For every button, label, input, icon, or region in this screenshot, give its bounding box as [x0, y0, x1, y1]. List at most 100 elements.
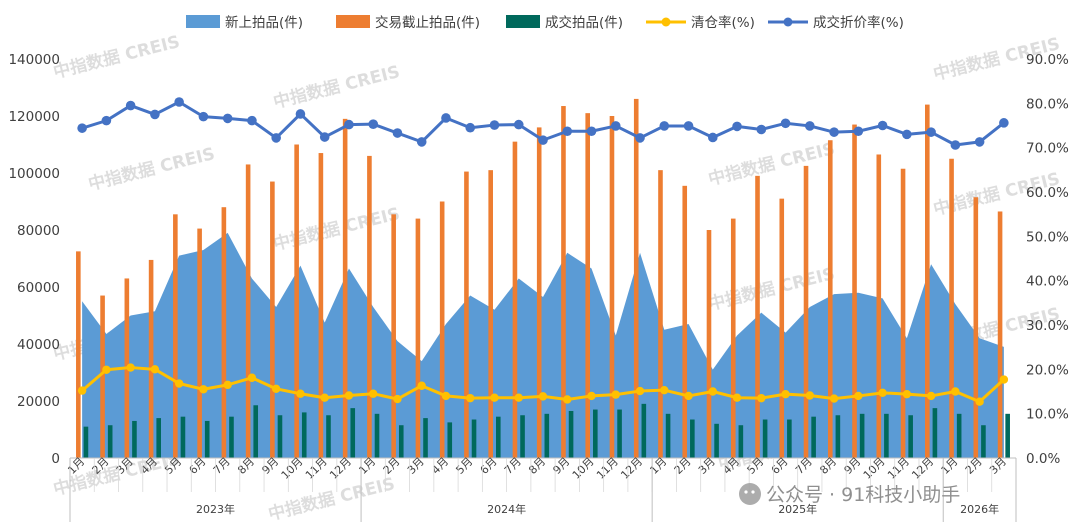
bar-trade-deadline: [148, 259, 154, 458]
bar-trade-deadline: [367, 155, 372, 458]
y-right-tick-label: 90.0%: [1026, 52, 1069, 68]
bar-deals: [617, 409, 622, 458]
bar-deals: [738, 425, 744, 458]
point-discount-rate: [756, 124, 767, 135]
bar-trade-deadline: [706, 230, 712, 458]
area-new-listings: [82, 232, 1004, 458]
point-discount-rate: [805, 121, 815, 131]
bar-trade-deadline: [779, 198, 785, 458]
bar-deals: [180, 416, 186, 458]
y-right-tick-label: 80.0%: [1026, 96, 1069, 112]
point-discount-rate: [368, 119, 379, 129]
bar-deals: [107, 425, 113, 458]
point-clearance-rate: [781, 389, 790, 399]
bar-trade-deadline: [755, 175, 760, 458]
bar-trade-deadline: [391, 214, 396, 458]
y-left-tick-label: 100000: [8, 166, 60, 182]
point-clearance-rate: [878, 388, 887, 398]
point-discount-rate: [853, 126, 864, 137]
bar-trade-deadline: [730, 218, 736, 458]
point-discount-rate: [465, 122, 476, 133]
bar-deals: [908, 415, 913, 458]
axes-layer: 0 20000 40000 60000 80000 100000 120000 140000 0…: [8, 52, 1069, 522]
bar-trade-deadline: [464, 171, 469, 458]
point-clearance-rate: [199, 385, 208, 394]
point-clearance-rate: [296, 389, 305, 398]
point-discount-rate: [586, 126, 597, 137]
legend-deals-label: 成交拍品(件): [545, 14, 623, 31]
bar-trade-deadline: [827, 140, 833, 459]
y-left-tick-label: 40000: [17, 337, 60, 353]
point-clearance-rate: [975, 397, 984, 406]
point-discount-rate: [780, 118, 791, 129]
y-right-tick-label: 30.0%: [1026, 318, 1069, 334]
point-discount-rate: [926, 127, 936, 137]
point-clearance-rate: [466, 393, 475, 403]
point-discount-rate: [707, 132, 718, 143]
y-left-tick-label: 20000: [17, 394, 60, 410]
bar-trade-deadline: [609, 116, 615, 458]
bar-deals: [350, 408, 356, 459]
point-discount-rate: [344, 119, 354, 130]
bar-deals: [690, 419, 695, 458]
bar-deals: [83, 426, 89, 458]
point-discount-rate: [635, 133, 645, 143]
bar-trade-deadline: [512, 141, 518, 458]
bar-deals: [253, 405, 259, 458]
bar-trade-deadline: [439, 201, 445, 458]
point-clearance-rate: [223, 380, 232, 390]
bar-trade-deadline: [997, 211, 1003, 458]
point-clearance-rate: [684, 391, 693, 401]
bar-deals: [884, 413, 889, 458]
point-discount-rate: [610, 121, 621, 131]
bar-trade-deadline: [245, 164, 251, 458]
point-clearance-rate: [587, 391, 596, 401]
point-discount-rate: [538, 135, 548, 145]
year-label: 2023年: [196, 502, 235, 516]
bar-trade-deadline: [876, 154, 882, 459]
point-clearance-rate: [271, 384, 281, 394]
legend-new-listings-swatch: [186, 15, 220, 28]
point-clearance-rate: [441, 391, 451, 401]
y-left-tick-label: 140000: [8, 52, 60, 68]
bar-trade-deadline: [973, 197, 979, 459]
legend-trade-deadline-swatch: [336, 15, 370, 28]
year-label: 2024年: [487, 502, 526, 516]
bar-deals: [714, 423, 719, 458]
bar-deals: [229, 416, 234, 458]
year-label: 2025年: [778, 502, 817, 516]
bar-trade-deadline: [318, 153, 324, 459]
bar-trade-deadline: [585, 113, 591, 459]
bar-trade-deadline: [803, 165, 809, 459]
bar-deals: [423, 418, 428, 458]
bar-deals: [132, 420, 137, 458]
footer-layer: 公众号 · 91科技小助手: [739, 483, 960, 506]
bars-layer: [76, 98, 1010, 459]
lines-layer: [77, 97, 1009, 406]
point-clearance-rate: [635, 386, 645, 396]
point-discount-rate: [829, 127, 839, 137]
bar-deals: [374, 413, 380, 458]
bar-deals: [859, 413, 865, 458]
point-clearance-rate: [490, 393, 499, 402]
wechat-icon: [739, 483, 761, 505]
bar-deals: [156, 418, 161, 458]
point-discount-rate: [101, 115, 112, 126]
bar-deals: [326, 415, 331, 458]
point-clearance-rate: [829, 394, 839, 403]
point-clearance-rate: [999, 375, 1009, 384]
bar-trade-deadline: [197, 228, 202, 458]
bar-trade-deadline: [925, 104, 930, 458]
bar-deals: [447, 422, 453, 459]
point-discount-rate: [950, 140, 961, 150]
bar-deals: [665, 413, 671, 458]
y-left-tick-label: 0: [51, 451, 60, 467]
y-right-tick-label: 0.0%: [1026, 451, 1060, 467]
point-clearance-rate: [757, 393, 766, 403]
bar-deals: [811, 416, 816, 458]
point-clearance-rate: [805, 391, 815, 400]
point-clearance-rate: [393, 394, 402, 404]
point-discount-rate: [319, 132, 330, 142]
